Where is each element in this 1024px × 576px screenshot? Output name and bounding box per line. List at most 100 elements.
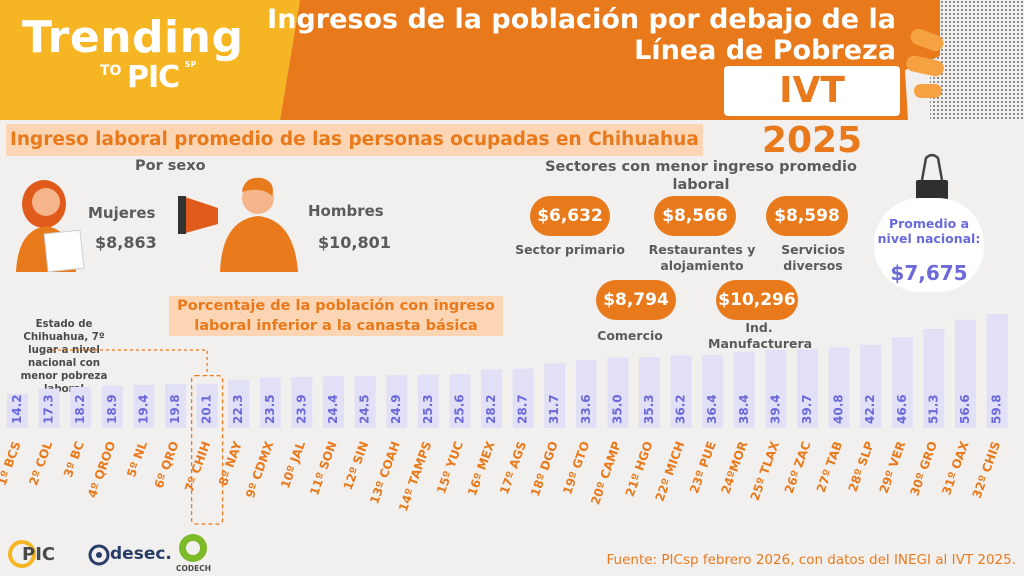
bar-category-label: 21º HGO xyxy=(623,439,656,498)
women-label: Mujeres xyxy=(88,204,156,222)
bar-value-label: 51.3 xyxy=(926,394,940,424)
bar-value-label: 38.4 xyxy=(737,394,751,424)
bar-category-label: 16º MEX xyxy=(465,439,498,498)
bar-value-label: 36.4 xyxy=(705,394,719,424)
women-value: $8,863 xyxy=(95,233,157,252)
bar-category-label: 10º JAL xyxy=(278,439,308,490)
bar-category-label: 3º BC xyxy=(61,439,87,479)
desec-logo-icon xyxy=(88,544,110,566)
sector-servicios-value: $8,598 xyxy=(766,196,848,236)
bar-category-label: 1º BCS xyxy=(0,439,24,487)
source-note: Fuente: PICsp febrero 2026, con datos de… xyxy=(606,552,1016,568)
bar-value-label: 24.4 xyxy=(326,394,340,424)
bar-value-label: 56.6 xyxy=(958,394,972,424)
bar-value-label: 36.2 xyxy=(674,394,688,424)
brand-sp: SP xyxy=(184,60,197,69)
bar xyxy=(259,377,281,428)
binder-clip-icon xyxy=(916,153,948,200)
national-average-card: Promedio a nivel nacional: $7,675 xyxy=(874,198,984,292)
bar-value-label: 20.1 xyxy=(200,394,214,424)
sector-manufactura-label: Ind. Manufacturera xyxy=(708,320,813,351)
bar xyxy=(7,394,28,428)
sector-manufactura-value: $10,296 xyxy=(716,280,798,320)
bar-category-label: 14º TAMPS xyxy=(396,439,434,513)
bar-value-label: 39.4 xyxy=(768,394,782,424)
bar-category-label: 9º CDMX xyxy=(243,439,277,500)
highlight-connector xyxy=(52,349,208,376)
highlight-box xyxy=(190,374,224,525)
sector-restaurantes-value: $8,566 xyxy=(654,196,736,236)
bar xyxy=(986,314,1008,428)
woman-icon xyxy=(16,180,85,272)
men-label: Hombres xyxy=(308,202,384,220)
bar-category-label: 11º SON xyxy=(307,439,339,497)
bar-category-label: 29º VER xyxy=(877,439,909,495)
bar-category-label: 28º SLP xyxy=(846,439,877,494)
bar xyxy=(955,319,976,428)
pic-logo-text: PIC xyxy=(22,544,56,565)
bar-category-label: 20º CAMP xyxy=(588,439,624,506)
codech-logo-icon xyxy=(179,534,207,562)
main-title: Ingresos de la población por debajo de l… xyxy=(267,4,896,66)
sector-primario-label: Sector primario xyxy=(515,242,625,257)
bar-value-label: 35.3 xyxy=(642,394,656,424)
bar xyxy=(828,347,850,428)
bar-value-label: 23.5 xyxy=(263,394,277,424)
bar-value-label: 33.6 xyxy=(579,394,593,424)
bar-category-label: 26º ZAC xyxy=(782,439,814,495)
bar-category-label: 22º MICH xyxy=(653,439,688,503)
bar-value-label: 25.3 xyxy=(421,394,435,424)
bar xyxy=(228,379,250,428)
bar-value-label: 19.8 xyxy=(168,394,182,424)
bar-category-label: 27º TAB xyxy=(814,439,845,494)
national-average-label: Promedio a nivel nacional: xyxy=(877,216,981,246)
bar-category-label: 23º PUE xyxy=(687,439,719,495)
codech-logo-text: CODECH xyxy=(176,564,212,573)
brand-subtitle: TO PIC SP xyxy=(100,60,196,95)
bar-value-label: 18.9 xyxy=(105,394,119,424)
bar-category-label: 30º GRO xyxy=(907,439,940,497)
bar-value-label: 59.8 xyxy=(990,394,1004,424)
brand-title: Trending xyxy=(22,12,244,63)
sector-primario-value: $6,632 xyxy=(530,196,610,236)
bar-category-label: 31º OAX xyxy=(939,439,972,497)
bar-category-label: 7º CHIH xyxy=(182,439,213,493)
bar-category-label: 19º GTO xyxy=(560,439,592,496)
bar xyxy=(291,376,313,428)
bar-category-label: 17º AGS xyxy=(497,439,529,496)
section-title: Ingreso laboral promedio de las personas… xyxy=(6,124,703,156)
bar-category-label: 24ºMOR xyxy=(718,439,750,495)
brand-pic: PIC xyxy=(127,60,180,95)
bar-category-label: 25º TLAX xyxy=(748,439,783,503)
bar xyxy=(923,328,945,428)
bar-category-label: 6º QRO xyxy=(152,439,182,490)
bar-value-label: 39.7 xyxy=(800,394,814,424)
men-value: $10,801 xyxy=(318,233,391,252)
bar-category-label: 13º COAH xyxy=(367,439,403,505)
desec-logo-text: desec. xyxy=(110,544,172,564)
bar-value-label: 28.7 xyxy=(516,394,530,424)
bar-category-label: 4º QROO xyxy=(85,439,118,499)
bar xyxy=(165,384,186,428)
bar xyxy=(607,357,629,428)
bar-category-label: 12º SIN xyxy=(341,439,372,492)
bar-value-label: 24.9 xyxy=(389,394,403,424)
bar xyxy=(733,351,755,428)
bar-category-label: 2º COL xyxy=(26,439,55,487)
man-megaphone-icon xyxy=(178,177,298,272)
sector-comercio-value: $8,794 xyxy=(596,280,676,320)
bar-value-label: 40.8 xyxy=(832,394,846,424)
bar xyxy=(38,388,60,428)
bar xyxy=(196,383,218,428)
bar xyxy=(860,344,882,428)
sector-restaurantes-label: Restaurantes y alojamiento xyxy=(648,242,756,273)
header: Trending TO PIC SP Ingresos de la poblac… xyxy=(0,0,1024,161)
bar xyxy=(639,356,660,428)
bar-value-label: 17.3 xyxy=(42,394,56,424)
bar-value-label: 19.4 xyxy=(136,394,150,424)
sector-comercio-label: Comercio xyxy=(597,328,663,343)
bar-category-label: 18º DGO xyxy=(528,439,561,498)
bar xyxy=(417,374,439,428)
bar-value-label: 35.0 xyxy=(610,394,624,424)
bar-value-label: 24.5 xyxy=(358,394,372,424)
